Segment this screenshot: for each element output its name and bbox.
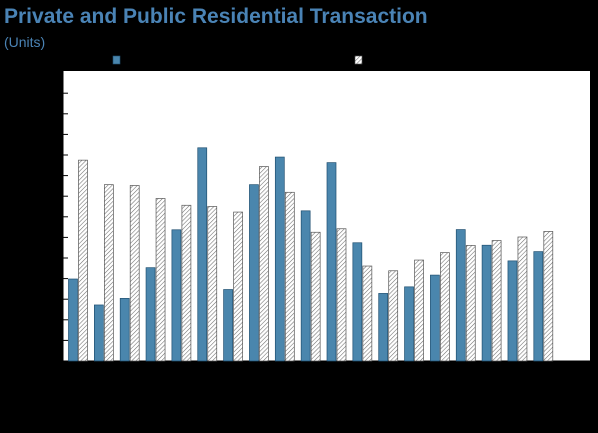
bar-private-11	[326, 162, 337, 362]
bar-public-15	[440, 252, 450, 362]
bar-private-10	[300, 210, 311, 362]
bar-private-3	[119, 298, 130, 362]
bar-public-3	[129, 185, 140, 362]
bar-public-11	[336, 228, 347, 362]
bar-private-15	[430, 274, 440, 362]
chart-subtitle-units: (Units)	[4, 34, 46, 50]
bar-private-16	[455, 229, 466, 362]
bar-private-7	[223, 289, 233, 362]
bars-group	[68, 147, 554, 362]
bar-public-14	[414, 259, 424, 362]
bar-private-9	[274, 156, 285, 362]
bar-public-17	[491, 240, 502, 362]
bar-public-1	[78, 159, 88, 362]
bar-private-14	[404, 286, 414, 362]
x-axis	[63, 360, 591, 365]
bar-public-13	[388, 270, 399, 362]
legend-swatch-private	[112, 55, 121, 65]
bar-public-9	[284, 191, 295, 362]
bar-public-8	[259, 166, 269, 362]
bar-public-2	[103, 184, 114, 362]
bar-private-1	[68, 278, 78, 362]
bar-private-19	[533, 251, 544, 362]
bar-public-5	[181, 204, 192, 362]
bar-public-7	[233, 211, 243, 362]
y-axis	[62, 71, 68, 362]
bar-private-5	[171, 229, 182, 362]
bar-private-13	[378, 293, 389, 362]
bar-private-4	[145, 267, 156, 362]
bar-private-6	[197, 147, 208, 362]
bar-private-2	[93, 304, 104, 362]
bar-public-12	[362, 265, 373, 362]
chart-title: Private and Public Residential Transacti…	[4, 5, 428, 28]
legend-swatch-public	[354, 55, 363, 65]
bar-private-8	[249, 184, 259, 362]
bar-public-6	[207, 206, 218, 362]
bar-private-17	[481, 244, 492, 362]
bar-private-18	[507, 260, 518, 362]
bar-public-16	[465, 245, 476, 362]
bar-public-19	[543, 231, 554, 362]
legend	[112, 55, 363, 65]
bar-public-4	[155, 198, 166, 362]
bar-public-10	[310, 231, 321, 362]
bar-private-12	[352, 242, 363, 362]
bar-public-18	[517, 236, 528, 362]
